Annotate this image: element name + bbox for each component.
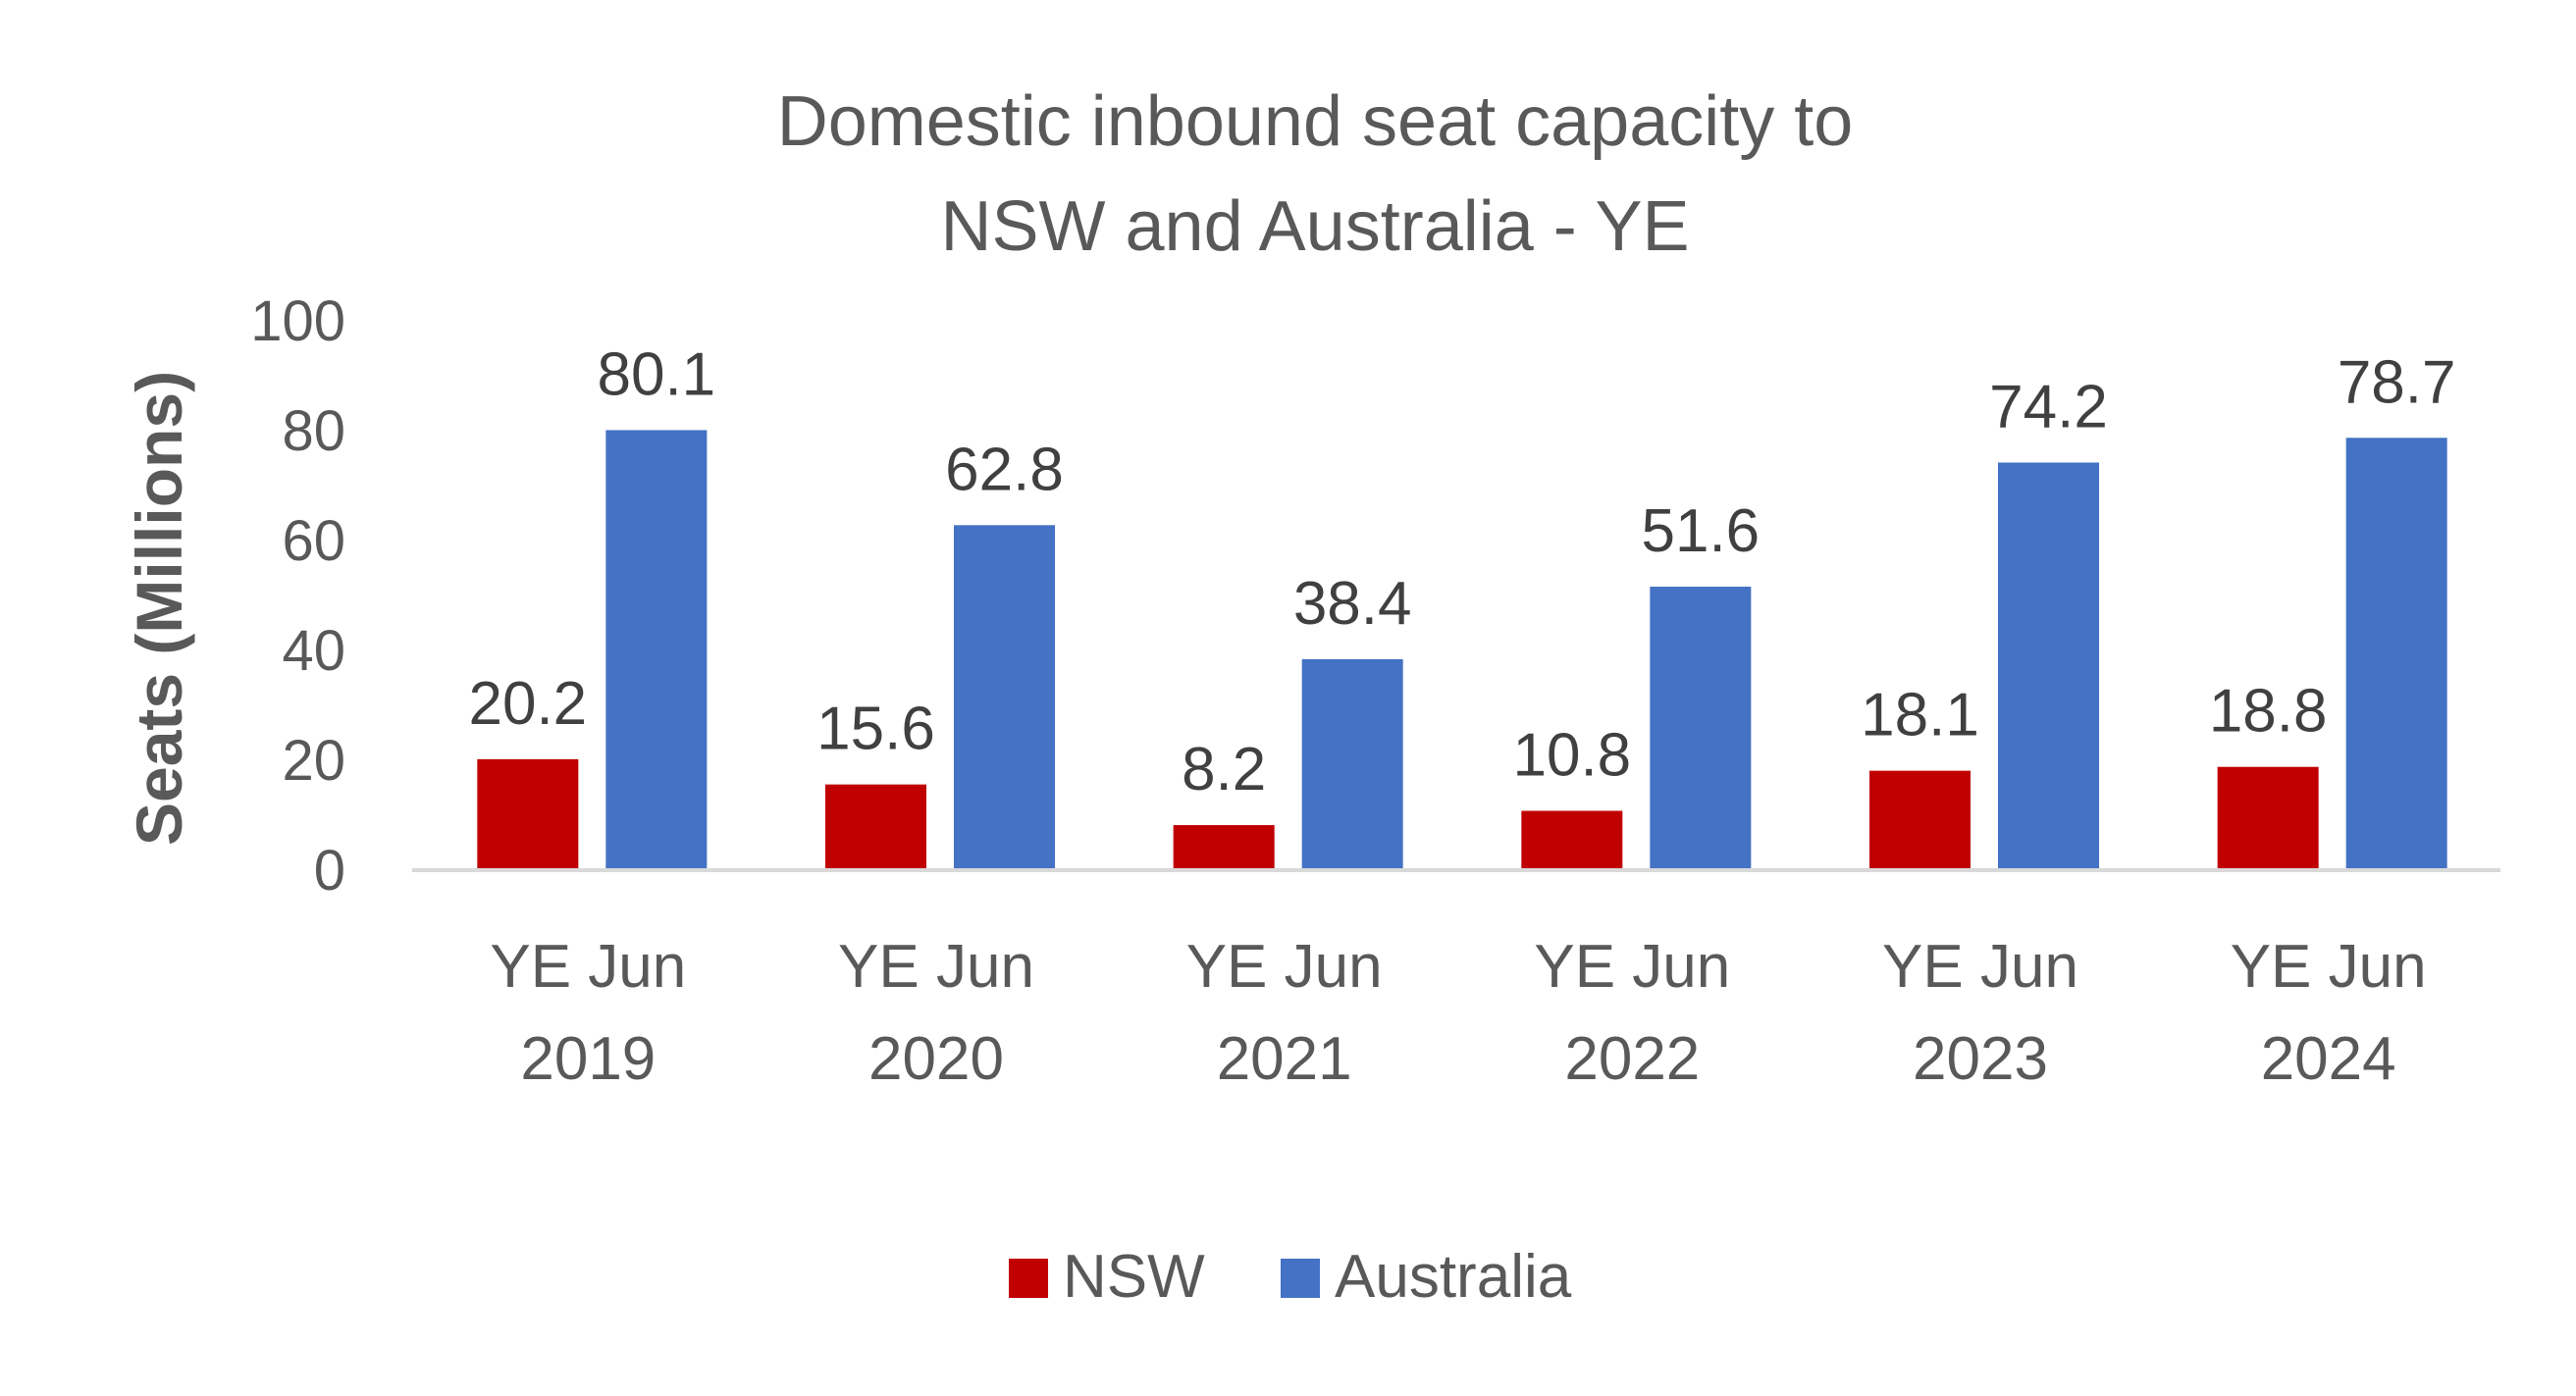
data-label-nsw-5: 18.8 — [2209, 678, 2328, 746]
x-category-label: YE Jun — [2231, 933, 2427, 1001]
x-category-label: 2022 — [1564, 1025, 1700, 1093]
bar-australia-2 — [1301, 658, 1403, 870]
data-label-nsw-4: 18.1 — [1861, 682, 1979, 750]
x-category-label: 2023 — [1913, 1025, 2048, 1093]
y-tick-label: 0 — [314, 839, 345, 903]
chart-title-line-1: Domestic inbound seat capacity to — [777, 82, 1854, 161]
x-category-label: YE Jun — [490, 933, 686, 1001]
data-label-australia-0: 80.1 — [597, 340, 715, 408]
legend-label-nsw: NSW — [1063, 1243, 1205, 1311]
bar-australia-3 — [1650, 587, 1752, 870]
data-label-australia-5: 78.7 — [2338, 348, 2456, 416]
bar-nsw-0 — [477, 758, 579, 870]
x-category-label: 2019 — [520, 1025, 656, 1093]
y-axis-label: Seats (Millions) — [123, 371, 195, 846]
y-tick-label: 100 — [250, 289, 345, 353]
data-label-nsw-3: 10.8 — [1512, 722, 1631, 790]
legend-swatch-nsw — [1009, 1259, 1048, 1298]
bar-nsw-4 — [1869, 770, 1971, 870]
x-axis-categories: YE Jun 2019 YE Jun 2020 YE Jun 2021 YE Jun 2022… — [490, 933, 2426, 1093]
x-category-label: 2020 — [868, 1025, 1004, 1093]
bar-nsw-5 — [2217, 766, 2319, 870]
bar-nsw-1 — [825, 784, 926, 870]
data-label-australia-1: 62.8 — [945, 436, 1064, 503]
x-category-label: YE Jun — [1882, 933, 2078, 1001]
data-label-nsw-2: 8.2 — [1182, 736, 1266, 803]
legend-swatch-australia — [1281, 1259, 1320, 1298]
bars-group — [477, 430, 2447, 870]
data-labels-group: 20.2 80.1 15.6 62.8 8.2 38.4 10.8 51.6 18.1 74.2 1… — [468, 340, 2455, 803]
x-category-label: YE Jun — [838, 933, 1034, 1001]
x-category-label: YE Jun — [1534, 933, 1730, 1001]
data-label-nsw-1: 15.6 — [816, 696, 935, 763]
x-category-label: 2021 — [1217, 1025, 1352, 1093]
legend-label-australia: Australia — [1335, 1243, 1572, 1311]
legend: NSW Australia — [1009, 1243, 1572, 1311]
bar-australia-4 — [1998, 462, 2099, 870]
bar-australia-5 — [2345, 438, 2447, 870]
bar-australia-0 — [605, 430, 708, 870]
x-category-label: YE Jun — [1186, 933, 1383, 1001]
y-axis-ticks: 0 20 40 60 80 100 — [250, 289, 345, 903]
chart-title-line-2: NSW and Australia - YE — [941, 187, 1690, 266]
bar-nsw-3 — [1521, 810, 1623, 870]
data-label-nsw-0: 20.2 — [468, 670, 587, 738]
data-label-australia-4: 74.2 — [1989, 373, 2108, 440]
y-tick-label: 80 — [282, 399, 345, 463]
y-tick-label: 60 — [282, 509, 345, 573]
y-tick-label: 20 — [282, 729, 345, 793]
y-tick-label: 40 — [282, 619, 345, 683]
data-label-australia-3: 51.6 — [1641, 497, 1760, 565]
bar-nsw-2 — [1173, 825, 1275, 870]
chart-title: Domestic inbound seat capacity to NSW an… — [777, 82, 1854, 266]
data-label-australia-2: 38.4 — [1293, 570, 1412, 638]
bar-australia-1 — [954, 525, 1055, 870]
x-category-label: 2024 — [2261, 1025, 2396, 1093]
